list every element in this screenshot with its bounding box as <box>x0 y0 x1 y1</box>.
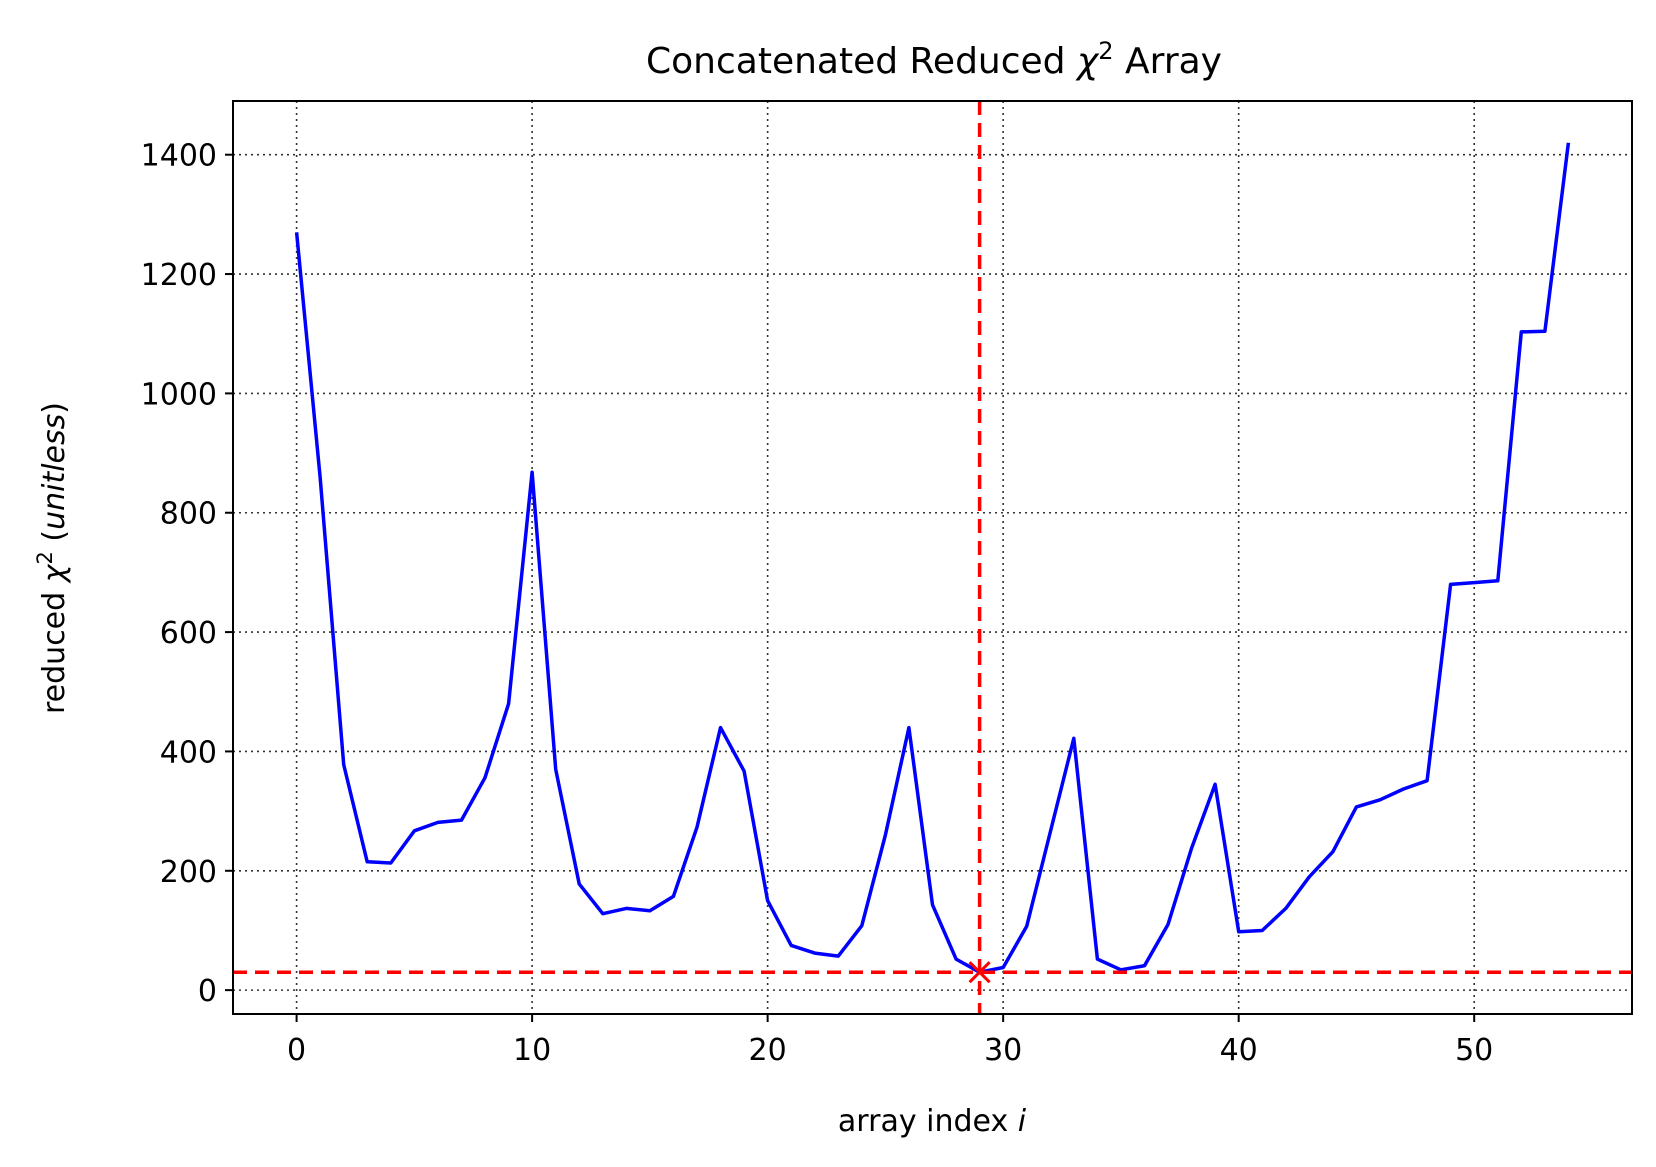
x-axis-label: array index i <box>838 1104 1027 1139</box>
y-tick-label-1200: 1200 <box>141 258 217 293</box>
y-tick-label-600: 600 <box>160 616 217 651</box>
minimum-marker-stroke-2 <box>968 961 991 984</box>
ticks: 0 10 20 30 40 50 0 200 400 600 800 1000 1200 1400 <box>141 139 1494 1068</box>
x-tick-label-40: 40 <box>1220 1033 1258 1068</box>
y-tick-label-400: 400 <box>160 735 217 770</box>
y-axis-label-sup: 2 <box>33 551 57 564</box>
x-tick-label-20: 20 <box>749 1033 787 1068</box>
y-tick-label-200: 200 <box>160 855 217 890</box>
y-tick-label-0: 0 <box>198 974 217 1009</box>
y-axis-label-units: unitless <box>37 414 72 530</box>
x-axis-label-text: array index <box>838 1104 1018 1139</box>
y-tick-label-1400: 1400 <box>141 139 217 174</box>
chart-title: Concatenated Reduced χ2 Array <box>646 37 1222 82</box>
chart-title-suffix: Array <box>1114 41 1222 82</box>
chart-title-prefix: Concatenated Reduced <box>646 41 1077 82</box>
chart-title-symbol: χ <box>1075 41 1100 82</box>
y-tick-label-800: 800 <box>160 497 217 532</box>
x-tick-label-30: 30 <box>984 1033 1022 1068</box>
y-tick-label-1000: 1000 <box>141 377 217 412</box>
y-axis-label: reduced χ2 (unitless) <box>33 402 72 714</box>
x-tick-label-0: 0 <box>287 1033 306 1068</box>
series-line-0 <box>294 142 1571 974</box>
plot-marks <box>233 101 1632 1014</box>
plot-frame <box>232 100 1633 1015</box>
x-tick-label-50: 50 <box>1455 1033 1493 1068</box>
y-axis-label-prefix: reduced <box>37 582 72 714</box>
x-tick-label-10: 10 <box>513 1033 551 1068</box>
y-axis-label-mid: ( <box>37 530 72 551</box>
x-axis-label-var: i <box>1018 1104 1027 1139</box>
y-axis-label-symbol: χ <box>37 563 72 584</box>
minimum-marker <box>968 961 991 984</box>
chart-title-sup: 2 <box>1098 37 1113 65</box>
y-axis-label-suffix: ) <box>37 402 72 414</box>
grid <box>233 101 1632 1014</box>
